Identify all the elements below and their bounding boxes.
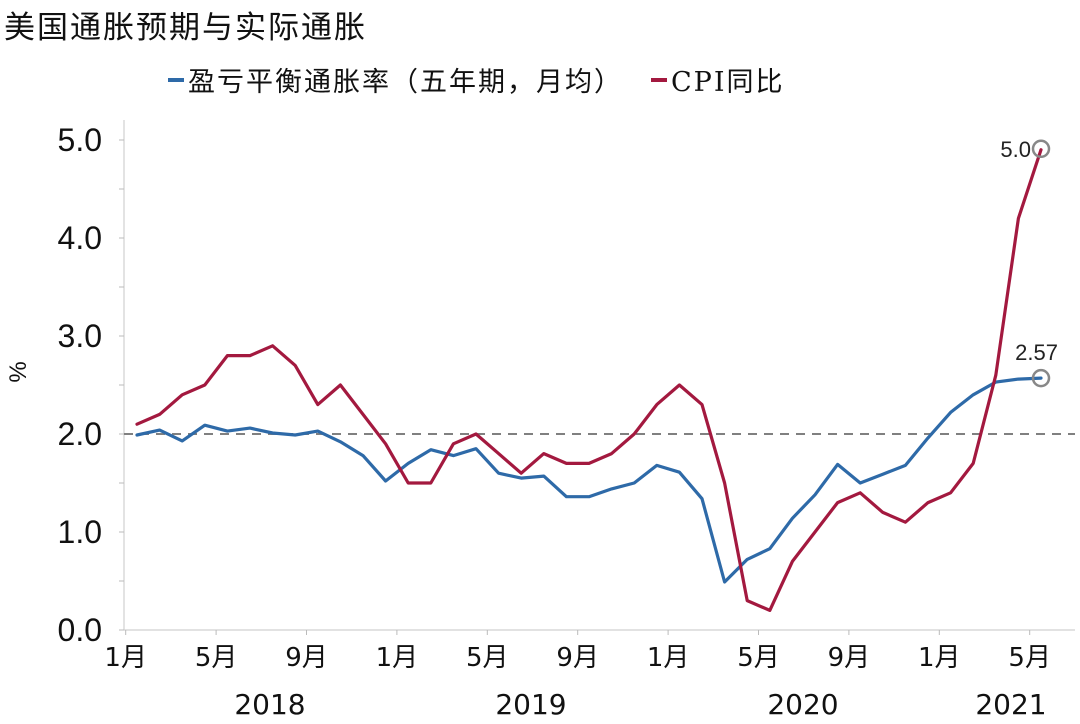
y-tick-label: 0.0 bbox=[58, 612, 102, 648]
end-label-cpi: 5.0 bbox=[1000, 137, 1031, 162]
y-tick-label: 2.0 bbox=[58, 416, 102, 452]
x-tick-label: 9月 bbox=[285, 643, 328, 673]
year-label: 2018 bbox=[234, 688, 305, 721]
legend-swatch-breakeven bbox=[168, 77, 184, 82]
end-marker-cpi bbox=[1031, 139, 1051, 159]
cpi-yoy-line bbox=[135, 148, 1043, 613]
end-marker-breakeven bbox=[1031, 368, 1051, 388]
x-tick-label: 5月 bbox=[466, 643, 509, 673]
x-tick-label: 1月 bbox=[647, 643, 690, 673]
x-tick-label: 5月 bbox=[737, 643, 780, 673]
data-lines bbox=[124, 148, 1075, 613]
legend-label-breakeven: 盈亏平衡通胀率（五年期，月均） bbox=[188, 67, 623, 98]
legend: 盈亏平衡通胀率（五年期，月均） CPI同比 bbox=[168, 60, 813, 99]
end-label-breakeven: 2.57 bbox=[1015, 340, 1058, 365]
year-label: 2019 bbox=[495, 688, 566, 721]
y-tick-label: 3.0 bbox=[58, 318, 102, 354]
x-tick-label: 1月 bbox=[104, 643, 147, 673]
legend-item-cpi: CPI同比 bbox=[651, 60, 785, 99]
year-label: 2020 bbox=[767, 688, 838, 721]
axes: 0.0 1.0 2.0 3.0 4.0 5.0% 1月 5月 9月 1月 5月 9月 1月 5月 9月 1月 5… bbox=[5, 120, 1075, 721]
x-tick-label: 5月 bbox=[195, 643, 238, 673]
y-tick-label: 5.0 bbox=[58, 122, 102, 158]
x-tick-label: 5月 bbox=[1008, 643, 1051, 673]
legend-label-cpi: CPI同比 bbox=[671, 67, 785, 98]
x-tick-label: 9月 bbox=[828, 643, 871, 673]
legend-item-breakeven: 盈亏平衡通胀率（五年期，月均） bbox=[168, 60, 623, 99]
x-tick-label: 9月 bbox=[556, 643, 599, 673]
legend-swatch-cpi bbox=[651, 77, 667, 82]
y-tick-label: 1.0 bbox=[58, 514, 102, 550]
breakeven-inflation-line bbox=[135, 376, 1043, 584]
y-axis-label: % bbox=[5, 361, 32, 382]
x-tick-label: 1月 bbox=[918, 643, 961, 673]
year-label: 2021 bbox=[975, 688, 1046, 721]
annotations: 2.57 5.0 bbox=[1000, 137, 1058, 388]
x-tick-label: 1月 bbox=[376, 643, 419, 673]
chart-title: 美国通胀预期与实际通胀 bbox=[4, 10, 367, 46]
y-tick-label: 4.0 bbox=[58, 220, 102, 256]
